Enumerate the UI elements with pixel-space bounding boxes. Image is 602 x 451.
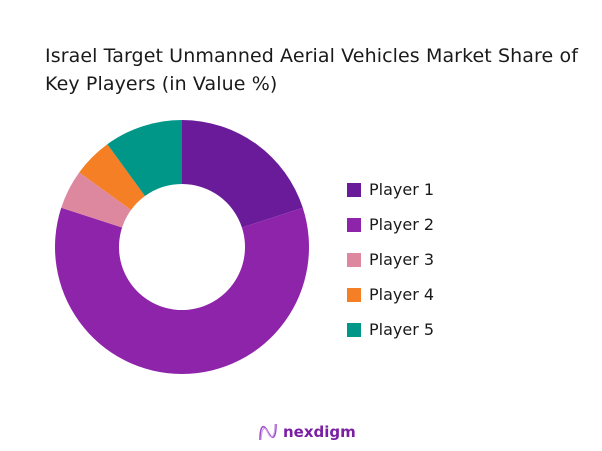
legend-label: Player 2 bbox=[369, 215, 435, 234]
legend-item-player-5: Player 5 bbox=[347, 312, 434, 347]
legend-item-player-4: Player 4 bbox=[347, 277, 434, 312]
chart-title: Israel Target Unmanned Aerial Vehicles M… bbox=[45, 45, 578, 95]
brand-logo: nexdigm bbox=[258, 422, 356, 442]
legend-swatch bbox=[347, 322, 361, 337]
legend-swatch bbox=[347, 217, 361, 232]
legend-swatch bbox=[347, 287, 361, 302]
legend-label: Player 3 bbox=[369, 250, 435, 269]
slice-player-4 bbox=[79, 144, 145, 210]
slice-player-3 bbox=[61, 172, 132, 228]
legend-swatch bbox=[347, 252, 361, 267]
legend-item-player-2: Player 2 bbox=[347, 207, 434, 242]
legend-swatch bbox=[347, 182, 361, 197]
donut-slices bbox=[54, 120, 309, 374]
slice-player-2 bbox=[54, 207, 309, 374]
legend-label: Player 4 bbox=[369, 285, 435, 304]
slice-player-5 bbox=[107, 120, 182, 197]
legend-label: Player 5 bbox=[369, 320, 435, 339]
nexdigm-wave-logo-icon bbox=[259, 423, 277, 441]
chart-legend: Player 1 Player 2 Player 3 Player 4 Play… bbox=[347, 172, 434, 347]
brand-name: nexdigm bbox=[283, 423, 356, 441]
legend-item-player-1: Player 1 bbox=[347, 172, 434, 207]
legend-label: Player 1 bbox=[369, 180, 435, 199]
legend-item-player-3: Player 3 bbox=[347, 242, 434, 277]
slice-player-1 bbox=[182, 120, 303, 228]
